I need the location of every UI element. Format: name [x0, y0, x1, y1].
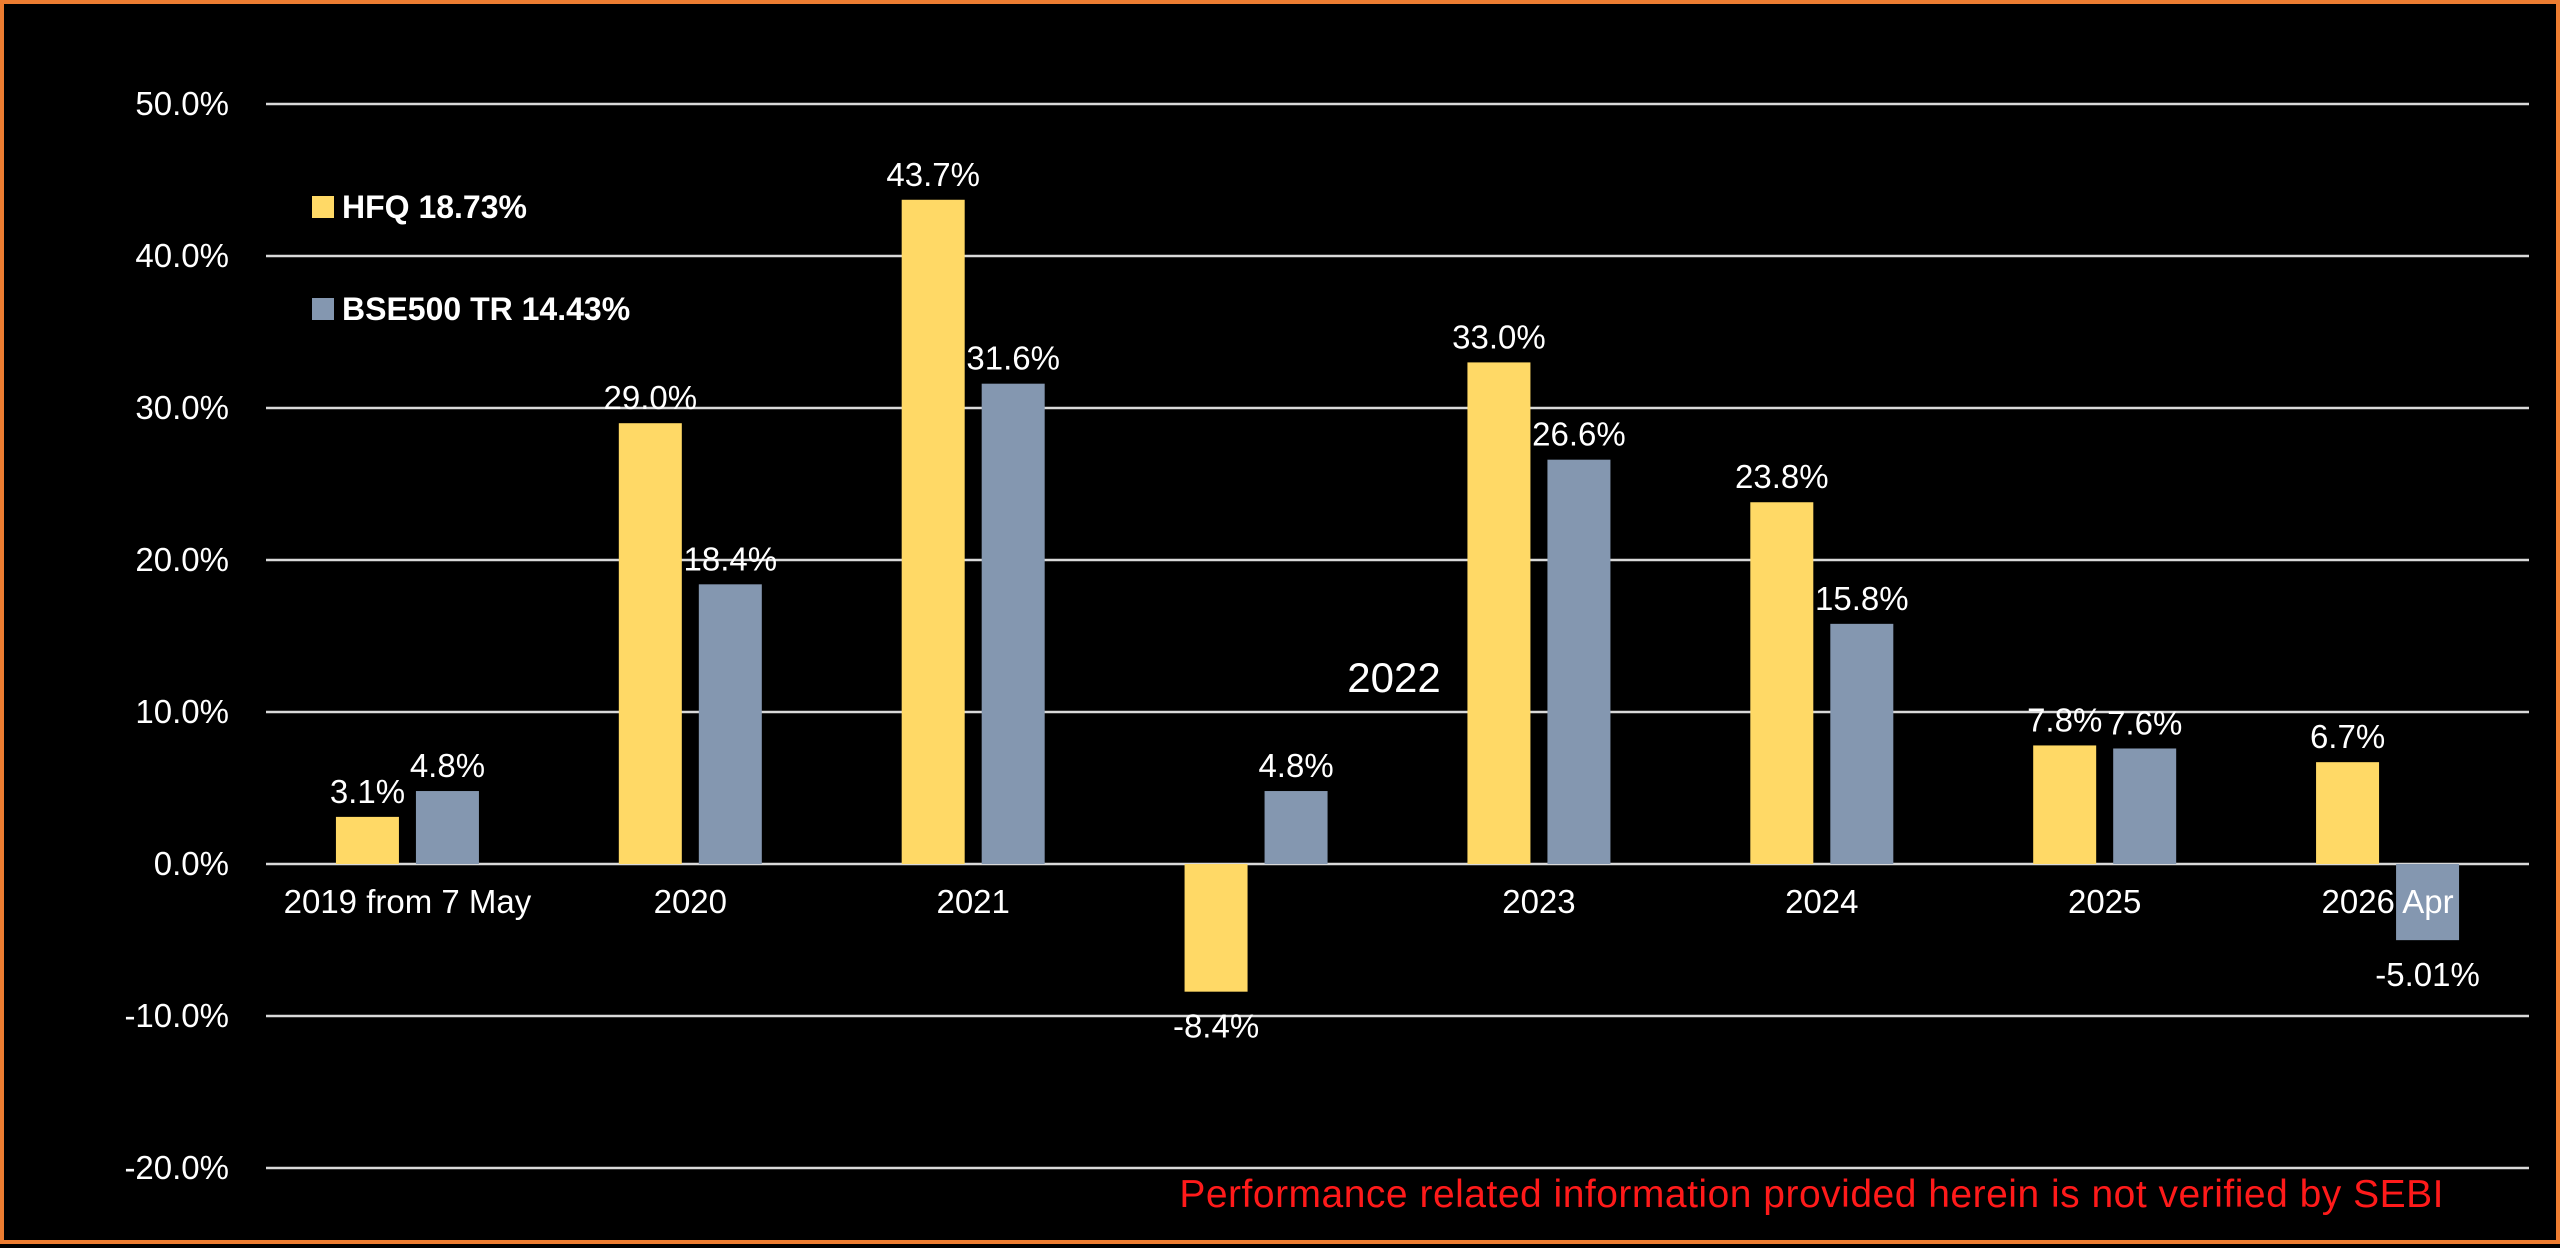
bar-bse500	[1547, 459, 1611, 864]
data-label: 26.6%	[1532, 416, 1626, 453]
y-tick-label: 40.0%	[135, 237, 229, 274]
bar-hfq	[1467, 362, 1531, 864]
data-label: -5.01%	[2375, 956, 2480, 993]
legend-label-bse500: BSE500 TR 14.43%	[342, 291, 630, 327]
y-tick-label: -10.0%	[124, 997, 229, 1034]
data-label: 4.8%	[410, 747, 485, 784]
category-labels: 2019 from 7 May 2020 2021 2023 2024 2025 2026 …	[284, 883, 2454, 920]
data-label: 7.8%	[2027, 701, 2102, 738]
y-axis-ticks: 50.0% 40.0% 30.0% 20.0% 10.0% 0.0% -10.0% -20.0…	[124, 85, 229, 1186]
bar-hfq	[1750, 502, 1814, 864]
legend-swatch-bse500	[312, 298, 334, 320]
bar-bse500	[981, 383, 1045, 864]
data-label: 43.7%	[886, 156, 980, 193]
data-label: -8.4%	[1173, 1008, 1259, 1045]
data-label: 31.6%	[966, 340, 1060, 377]
data-label: 3.1%	[330, 773, 405, 810]
data-label: 18.4%	[684, 540, 778, 577]
data-label: 6.7%	[2310, 718, 2385, 755]
bars	[335, 199, 2460, 992]
bar-hfq	[335, 816, 399, 864]
data-label: 4.8%	[1258, 747, 1333, 784]
category-label: 2025	[2068, 883, 2141, 920]
category-label: 2024	[1785, 883, 1858, 920]
bar-bse500	[2113, 748, 2177, 864]
data-label: 23.8%	[1735, 458, 1829, 495]
data-labels: 3.1%4.8%29.0%18.4%43.7%31.6%-8.4%4.8%33.…	[330, 156, 2480, 1045]
data-label: 15.8%	[1815, 580, 1909, 617]
bar-hfq	[1184, 864, 1248, 992]
bar-chart: 50.0% 40.0% 30.0% 20.0% 10.0% 0.0% -10.0% -20.0…	[124, 85, 2529, 1216]
bar-bse500	[2396, 864, 2460, 941]
bar-bse500	[698, 584, 762, 864]
disclaimer-text: Performance related information provided…	[1179, 1173, 2444, 1216]
bar-bse500	[1830, 623, 1894, 864]
category-label: 2021	[936, 883, 1009, 920]
annotation-2022: 2022	[1347, 654, 1440, 701]
y-tick-label: 30.0%	[135, 389, 229, 426]
y-tick-label: 50.0%	[135, 85, 229, 122]
y-tick-label: 20.0%	[135, 541, 229, 578]
legend-label-hfq: HFQ 18.73%	[342, 189, 527, 225]
bar-bse500	[415, 791, 479, 864]
bar-bse500	[1264, 791, 1328, 864]
data-label: 33.0%	[1452, 318, 1546, 355]
category-label: 2023	[1502, 883, 1575, 920]
data-label: 7.6%	[2107, 704, 2182, 741]
bar-hfq	[618, 423, 682, 864]
y-tick-label: -20.0%	[124, 1149, 229, 1186]
category-label: 2020	[654, 883, 727, 920]
legend: HFQ 18.73% BSE500 TR 14.43%	[312, 189, 630, 327]
data-label: 29.0%	[604, 379, 698, 416]
y-tick-label: 10.0%	[135, 693, 229, 730]
gridlines	[266, 102, 2529, 1170]
y-tick-label: 0.0%	[154, 845, 229, 882]
bar-hfq	[2033, 745, 2097, 864]
category-label: 2026 Apr	[2322, 883, 2454, 920]
bar-hfq	[2316, 762, 2380, 864]
bar-hfq	[901, 199, 965, 864]
category-label: 2019 from 7 May	[284, 883, 532, 920]
legend-swatch-hfq	[312, 196, 334, 218]
